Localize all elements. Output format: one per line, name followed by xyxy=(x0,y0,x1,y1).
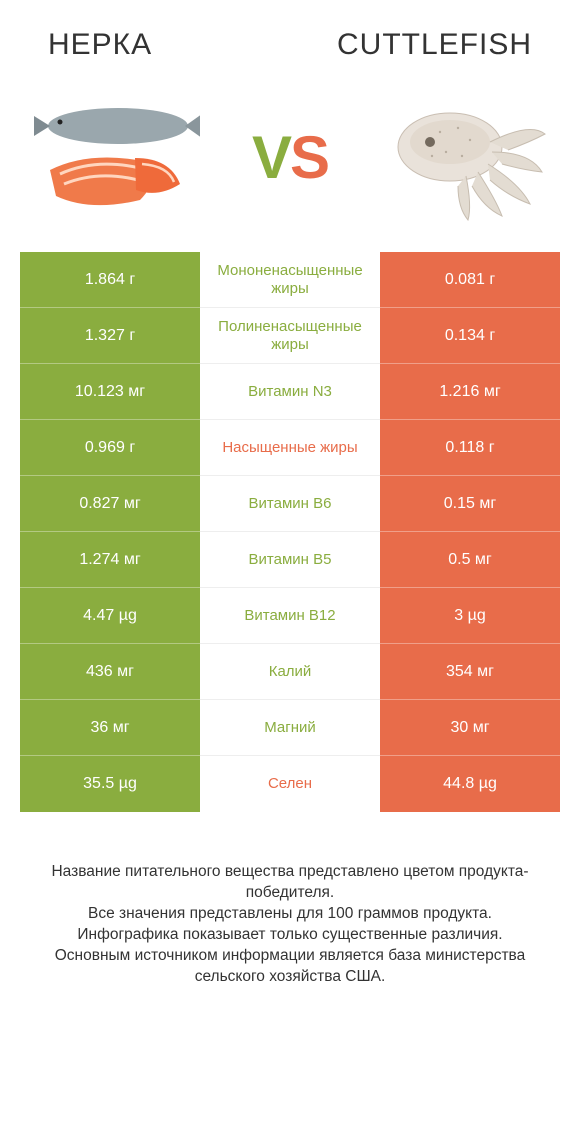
cuttlefish-image xyxy=(380,92,550,222)
nutrient-table: 1.864 гМононенасыщенные жиры0.081 г1.327… xyxy=(20,252,560,812)
left-value: 1.864 г xyxy=(20,252,200,308)
right-value: 0.081 г xyxy=(380,252,560,308)
left-value: 0.969 г xyxy=(20,420,200,476)
nutrient-label: Мононенасыщенные жиры xyxy=(200,252,380,308)
left-value: 0.827 мг xyxy=(20,476,200,532)
nutrient-label: Магний xyxy=(200,700,380,756)
left-food-title: Нерка xyxy=(48,28,152,62)
nutrient-label: Селен xyxy=(200,756,380,812)
nutrient-label: Витамин B6 xyxy=(200,476,380,532)
table-row: 1.274 мгВитамин B50.5 мг xyxy=(20,532,560,588)
table-row: 36 мгМагний30 мг xyxy=(20,700,560,756)
header: Нерка Cuttlefish xyxy=(0,0,580,72)
left-value: 4.47 µg xyxy=(20,588,200,644)
footer-line: Все значения представлены для 100 граммо… xyxy=(24,904,556,925)
table-row: 35.5 µgСелен44.8 µg xyxy=(20,756,560,812)
right-value: 0.15 мг xyxy=(380,476,560,532)
footer-line: Инфографика показывает только существенн… xyxy=(24,925,556,946)
nutrient-label: Витамин B12 xyxy=(200,588,380,644)
right-value: 354 мг xyxy=(380,644,560,700)
footer-notes: Название питательного вещества представл… xyxy=(0,862,580,988)
vs-badge: VS xyxy=(252,123,328,192)
nutrient-label: Калий xyxy=(200,644,380,700)
right-value: 1.216 мг xyxy=(380,364,560,420)
right-value: 44.8 µg xyxy=(380,756,560,812)
nutrient-label: Полиненасыщенные жиры xyxy=(200,308,380,364)
table-row: 0.969 гНасыщенные жиры0.118 г xyxy=(20,420,560,476)
table-row: 1.864 гМононенасыщенные жиры0.081 г xyxy=(20,252,560,308)
right-value: 0.118 г xyxy=(380,420,560,476)
left-value: 1.327 г xyxy=(20,308,200,364)
right-value: 0.5 мг xyxy=(380,532,560,588)
nutrient-label: Витамин N3 xyxy=(200,364,380,420)
table-row: 0.827 мгВитамин B60.15 мг xyxy=(20,476,560,532)
table-row: 436 мгКалий354 мг xyxy=(20,644,560,700)
footer-line: Название питательного вещества представл… xyxy=(24,862,556,904)
left-value: 10.123 мг xyxy=(20,364,200,420)
right-value: 30 мг xyxy=(380,700,560,756)
right-value: 3 µg xyxy=(380,588,560,644)
comparison-images: VS xyxy=(0,72,580,252)
right-food-title: Cuttlefish xyxy=(337,28,532,62)
nutrient-label: Витамин B5 xyxy=(200,532,380,588)
table-row: 10.123 мгВитамин N31.216 мг xyxy=(20,364,560,420)
left-value: 436 мг xyxy=(20,644,200,700)
left-value: 1.274 мг xyxy=(20,532,200,588)
right-value: 0.134 г xyxy=(380,308,560,364)
vs-v: V xyxy=(252,124,290,191)
left-value: 36 мг xyxy=(20,700,200,756)
left-value: 35.5 µg xyxy=(20,756,200,812)
footer-line: Основным источником информации является … xyxy=(24,946,556,988)
table-row: 4.47 µgВитамин B123 µg xyxy=(20,588,560,644)
nutrient-label: Насыщенные жиры xyxy=(200,420,380,476)
table-row: 1.327 гПолиненасыщенные жиры0.134 г xyxy=(20,308,560,364)
vs-s: S xyxy=(290,124,328,191)
salmon-image xyxy=(30,92,200,222)
